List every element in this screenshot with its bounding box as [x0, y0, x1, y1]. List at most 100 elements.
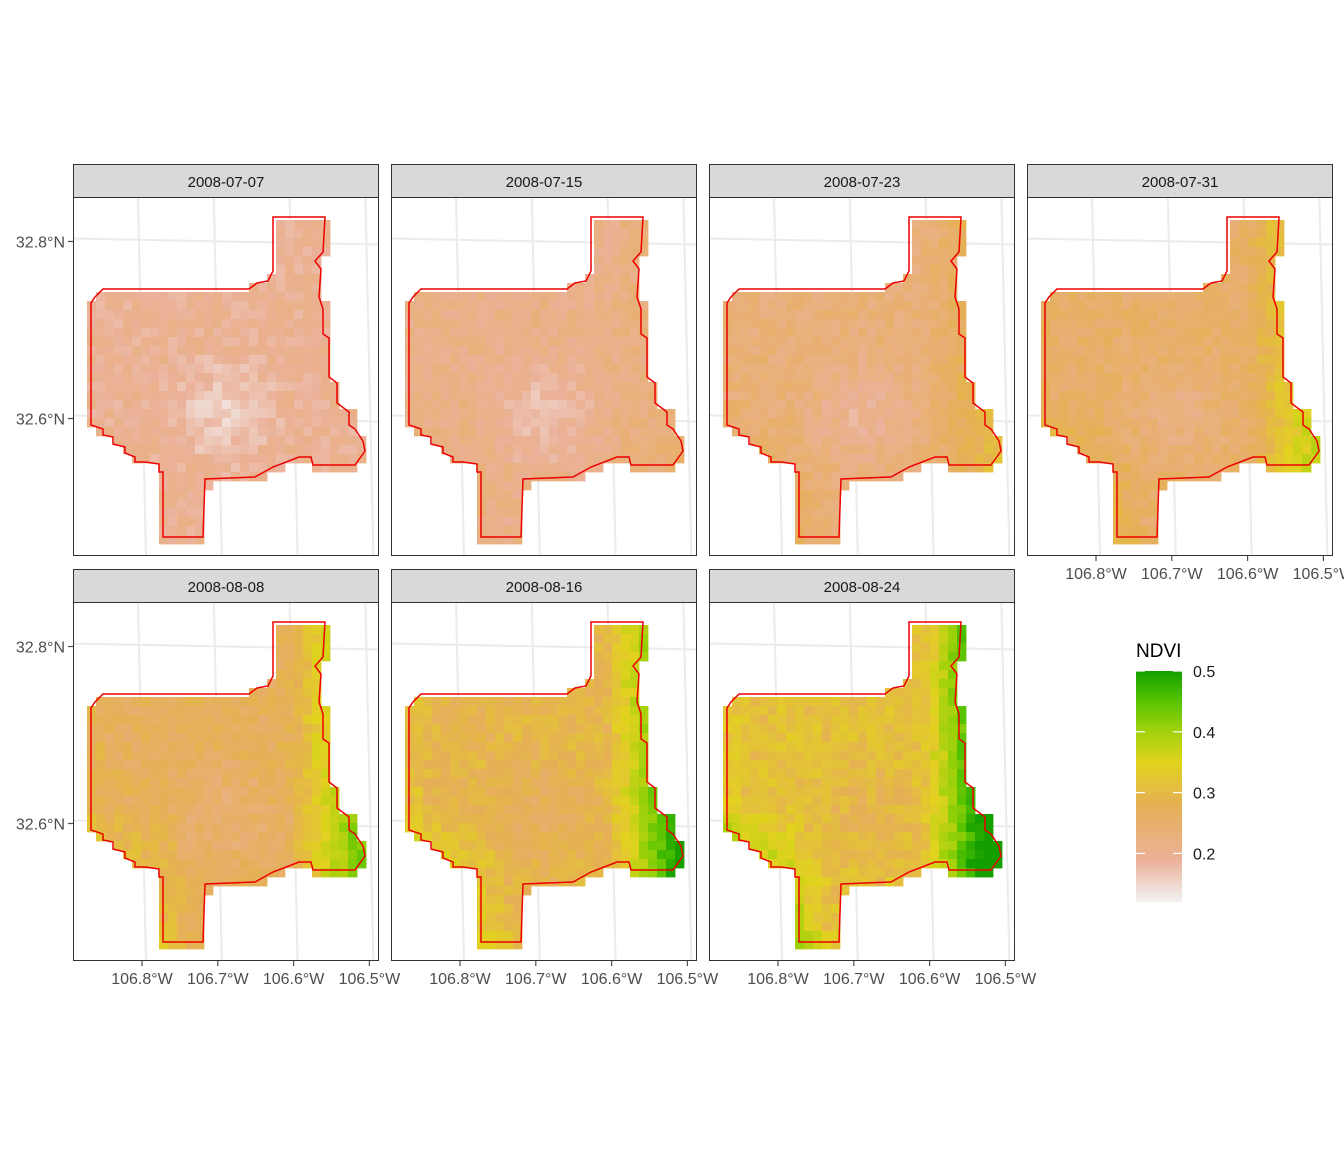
ndvi-cell — [96, 301, 106, 311]
ndvi-cell — [267, 283, 277, 293]
ndvi-cell — [186, 733, 196, 743]
ndvi-cell — [639, 841, 649, 851]
ndvi-cell — [258, 463, 268, 473]
ndvi-cell — [213, 337, 223, 347]
ndvi-cell — [885, 382, 895, 392]
ndvi-cell — [567, 337, 577, 347]
ndvi-cell — [630, 265, 640, 275]
ndvi-cell — [912, 823, 922, 833]
ndvi-cell — [1176, 337, 1186, 347]
ndvi-cell — [612, 382, 622, 392]
ndvi-cell — [1122, 301, 1132, 311]
ndvi-cell — [1230, 418, 1240, 428]
ndvi-cell — [96, 814, 106, 824]
ndvi-cell — [630, 454, 640, 464]
ndvi-cell — [594, 283, 604, 293]
ndvi-cell — [177, 490, 187, 500]
ndvi-cell — [831, 922, 841, 932]
ndvi-cell — [150, 418, 160, 428]
ndvi-cell — [603, 454, 613, 464]
ndvi-cell — [804, 526, 814, 536]
ndvi-cell — [1077, 391, 1087, 401]
ndvi-cell — [459, 805, 469, 815]
ndvi-cell — [549, 787, 559, 797]
ndvi-cell — [885, 796, 895, 806]
ndvi-cell — [750, 364, 760, 374]
ndvi-cell — [585, 751, 595, 761]
ndvi-cell — [903, 724, 913, 734]
ndvi-cell — [321, 796, 331, 806]
ndvi-cell — [777, 418, 787, 428]
ndvi-cell — [576, 445, 586, 455]
ndvi-cell — [585, 274, 595, 284]
ndvi-cell — [912, 769, 922, 779]
ndvi-cell — [1122, 490, 1132, 500]
ndvi-cell — [168, 319, 178, 329]
ndvi-cell — [477, 445, 487, 455]
ndvi-cell — [612, 688, 622, 698]
ndvi-cell — [339, 850, 349, 860]
ndvi-cell — [141, 319, 151, 329]
ndvi-cell — [657, 454, 667, 464]
ndvi-cell — [1131, 472, 1141, 482]
ndvi-cell — [357, 841, 367, 851]
ndvi-cell — [513, 931, 523, 941]
ndvi-cell — [1194, 418, 1204, 428]
ndvi-raster — [405, 220, 685, 545]
ndvi-cell — [303, 796, 313, 806]
ndvi-cell — [423, 391, 433, 401]
ndvi-cell — [567, 778, 577, 788]
ndvi-cell — [576, 760, 586, 770]
ndvi-cell — [750, 355, 760, 365]
ndvi-cell — [321, 373, 331, 383]
ndvi-cell — [849, 346, 859, 356]
ndvi-cell — [912, 805, 922, 815]
ndvi-cell — [168, 769, 178, 779]
ndvi-cell — [576, 301, 586, 311]
ndvi-cell — [621, 850, 631, 860]
ndvi-cell — [867, 328, 877, 338]
ndvi-cell — [777, 382, 787, 392]
ndvi-cell — [1266, 373, 1276, 383]
ndvi-cell — [948, 787, 958, 797]
ndvi-cell — [249, 796, 259, 806]
ndvi-cell — [249, 814, 259, 824]
ndvi-cell — [150, 445, 160, 455]
ndvi-cell — [603, 274, 613, 284]
ndvi-cell — [312, 409, 322, 419]
ndvi-cell — [786, 760, 796, 770]
ndvi-cell — [1068, 427, 1078, 437]
ndvi-cell — [603, 382, 613, 392]
ndvi-cell — [732, 805, 742, 815]
ndvi-cell — [186, 823, 196, 833]
ndvi-cell — [567, 805, 577, 815]
ndvi-cell — [1122, 472, 1132, 482]
ndvi-cell — [813, 733, 823, 743]
ndvi-cell — [1275, 463, 1285, 473]
ndvi-cell — [450, 841, 460, 851]
ndvi-cell — [1131, 463, 1141, 473]
ndvi-cell — [1113, 346, 1123, 356]
ndvi-cell — [585, 346, 595, 356]
ndvi-cell — [312, 859, 322, 869]
ndvi-cell — [1257, 364, 1267, 374]
ndvi-cell — [939, 850, 949, 860]
ndvi-cell — [849, 868, 859, 878]
ndvi-cell — [1203, 382, 1213, 392]
ndvi-cell — [294, 220, 304, 230]
ndvi-cell — [321, 238, 331, 248]
ndvi-cell — [303, 400, 313, 410]
ndvi-cell — [1248, 229, 1258, 239]
ndvi-cell — [858, 373, 868, 383]
ndvi-cell — [822, 355, 832, 365]
ndvi-cell — [1095, 355, 1105, 365]
ndvi-cell — [1194, 436, 1204, 446]
ndvi-cell — [777, 697, 787, 707]
ndvi-cell — [468, 301, 478, 311]
ndvi-cell — [921, 697, 931, 707]
ndvi-cell — [1149, 472, 1159, 482]
ndvi-cell — [1113, 418, 1123, 428]
ndvi-cell — [330, 436, 340, 446]
ndvi-cell — [822, 814, 832, 824]
ndvi-cell — [750, 382, 760, 392]
